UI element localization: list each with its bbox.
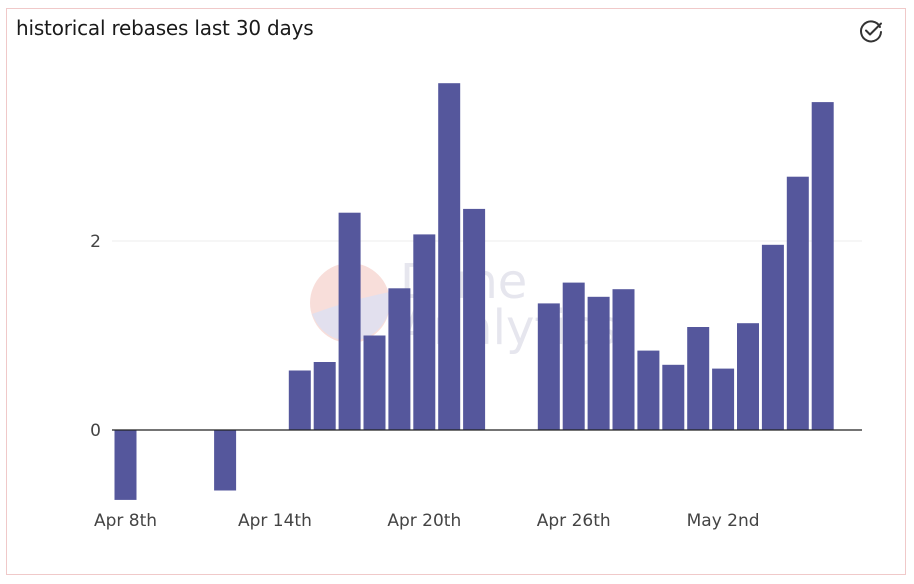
x-tick-label: Apr 26th xyxy=(537,511,611,531)
bar[interactable] xyxy=(712,368,735,430)
bar[interactable] xyxy=(761,244,784,430)
bar[interactable] xyxy=(388,288,411,431)
bar[interactable] xyxy=(413,234,436,430)
bar[interactable] xyxy=(737,323,759,430)
bar[interactable] xyxy=(463,208,486,430)
bar[interactable] xyxy=(786,176,809,430)
bar[interactable] xyxy=(662,364,685,430)
chart-title: historical rebases last 30 days xyxy=(16,16,314,40)
bar[interactable] xyxy=(587,296,610,430)
y-tick-label: 2 xyxy=(90,232,101,252)
check-circle-icon[interactable] xyxy=(858,18,884,44)
y-tick-label: 0 xyxy=(90,421,101,441)
bar[interactable] xyxy=(562,282,585,430)
bar[interactable] xyxy=(338,212,361,430)
bar[interactable] xyxy=(612,289,635,430)
bar[interactable] xyxy=(288,370,311,431)
bar[interactable] xyxy=(214,430,237,491)
bar[interactable] xyxy=(363,335,386,431)
x-tick-label: May 2nd xyxy=(687,511,760,531)
bar[interactable] xyxy=(438,83,461,430)
x-tick-label: Apr 14th xyxy=(238,511,312,531)
y-tick-labels: 02 xyxy=(90,232,101,441)
bar[interactable] xyxy=(687,327,710,430)
bar[interactable] xyxy=(114,430,137,500)
x-tick-label: Apr 8th xyxy=(94,511,157,531)
bar[interactable] xyxy=(811,102,834,430)
x-tick-label: Apr 20th xyxy=(387,511,461,531)
bar[interactable] xyxy=(313,362,336,430)
bar[interactable] xyxy=(637,350,660,430)
bars xyxy=(114,83,834,500)
x-tick-labels: Apr 8th Apr 14th Apr 20th Apr 26th May 2nd xyxy=(94,511,760,531)
bar[interactable] xyxy=(537,303,560,430)
